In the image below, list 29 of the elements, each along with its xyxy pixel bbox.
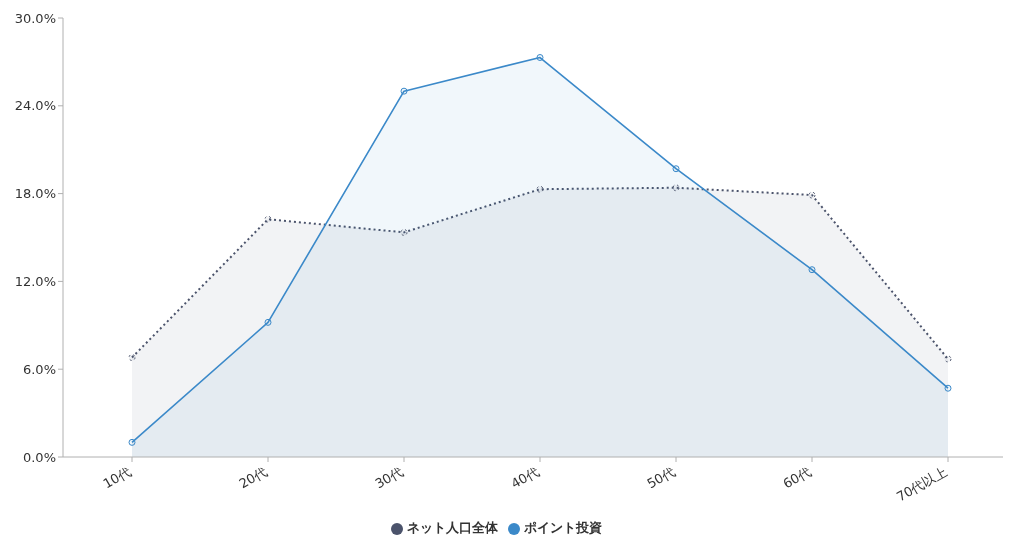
y-tick-label: 24.0% — [14, 98, 56, 114]
x-tick-label: 10代 — [100, 463, 134, 492]
point — [128, 353, 136, 361]
x-tick-label: 20代 — [236, 463, 270, 492]
point — [672, 184, 680, 192]
legend-label: ポイント投資 — [524, 520, 602, 535]
point — [400, 87, 408, 95]
legend-label: ネット人口全体 — [407, 520, 498, 535]
y-tick-label: 0.0% — [22, 449, 56, 465]
x-tick-label: 60代 — [780, 463, 814, 492]
point — [264, 215, 272, 223]
x-tick-label: 70代以上 — [893, 463, 950, 505]
point — [944, 384, 952, 392]
point — [944, 355, 952, 363]
point — [264, 318, 272, 326]
x-tick-label: 30代 — [372, 463, 406, 492]
y-tick-label: 18.0% — [14, 186, 56, 202]
point — [536, 185, 544, 193]
point — [128, 438, 136, 446]
x-tick-label: 50代 — [644, 463, 678, 492]
x-tick-label: 40代 — [508, 463, 542, 492]
y-tick-label: 30.0% — [14, 10, 56, 26]
point — [672, 165, 680, 173]
point — [400, 228, 408, 236]
point — [808, 266, 816, 274]
y-tick-label: 6.0% — [22, 361, 56, 377]
point — [536, 54, 544, 62]
y-tick-label: 12.0% — [14, 274, 56, 290]
point — [808, 191, 816, 199]
